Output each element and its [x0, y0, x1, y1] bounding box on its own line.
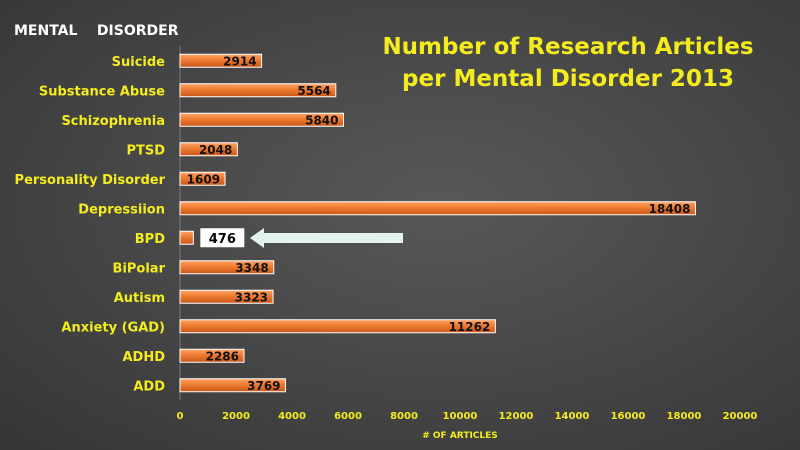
category-label-autism: Autism — [114, 291, 165, 306]
data-label-add: 3769 — [247, 379, 280, 393]
x-tick-20000: 20000 — [723, 411, 758, 422]
category-label-substance-abuse: Substance Abuse — [39, 84, 165, 99]
y-axis-label: MENTAL DISORDER — [14, 23, 179, 39]
bar-schizophrenia — [179, 112, 345, 127]
data-label-bipolar: 3348 — [235, 261, 268, 275]
x-tick-8000: 8000 — [390, 411, 418, 422]
arrow-head — [250, 228, 264, 248]
x-tick-18000: 18000 — [667, 411, 702, 422]
x-tick-labels: 0 2000 4000 6000 8000 10000 12000 14000 16000 180… — [177, 411, 758, 422]
bar-depressiion — [179, 201, 696, 216]
category-label-schizophrenia: Schizophrenia — [61, 114, 165, 129]
data-label-anxiety-gad: 11262 — [449, 320, 491, 334]
data-label-bpd: 476 — [209, 232, 236, 247]
chart-title-line-2: per Mental Disorder 2013 — [402, 66, 734, 92]
data-label-adhd: 2286 — [206, 349, 239, 363]
x-tick-14000: 14000 — [555, 411, 590, 422]
data-label-depressiion: 18408 — [649, 202, 691, 216]
chart-title-line-1: Number of Research Articles — [382, 34, 753, 60]
bar-personality-disorder — [179, 171, 226, 186]
bar-anxiety-gad — [179, 319, 496, 334]
bar-adhd — [179, 348, 245, 363]
category-label-add: ADD — [133, 379, 165, 394]
x-tick-2000: 2000 — [222, 411, 250, 422]
x-tick-16000: 16000 — [611, 411, 646, 422]
bars — [179, 53, 696, 393]
category-label-bpd: BPD — [135, 232, 165, 247]
data-label-suicide: 2914 — [223, 54, 256, 68]
bar-ptsd — [179, 142, 238, 157]
data-labels: 2914 5564 5840 2048 1609 18408 476 3348 3323 1126… — [187, 54, 691, 393]
highlight-value-box — [200, 228, 245, 248]
data-label-substance-abuse: 5564 — [297, 84, 330, 98]
data-label-schizophrenia: 5840 — [305, 113, 338, 127]
arrow-shaft — [262, 233, 403, 243]
bar-autism — [179, 289, 274, 304]
category-label-suicide: Suicide — [112, 55, 166, 70]
data-label-ptsd: 2048 — [199, 143, 232, 157]
x-tick-10000: 10000 — [443, 411, 478, 422]
category-label-depressiion: Depressiion — [78, 202, 165, 217]
x-tick-6000: 6000 — [334, 411, 362, 422]
data-label-autism: 3323 — [235, 290, 268, 304]
x-axis-label: # OF ARTICLES — [422, 431, 498, 441]
bar-add — [179, 378, 287, 393]
data-label-personality-disorder: 1609 — [187, 172, 220, 186]
bar-suicide — [179, 53, 263, 68]
highlight-arrow — [250, 228, 403, 248]
category-label-ptsd: PTSD — [126, 143, 165, 158]
category-label-personality-disorder: Personality Disorder — [15, 173, 166, 188]
bar-substance-abuse — [179, 83, 337, 98]
x-tick-4000: 4000 — [278, 411, 306, 422]
x-tick-12000: 12000 — [499, 411, 534, 422]
category-label-bipolar: BiPolar — [113, 261, 166, 276]
bar-bipolar — [179, 260, 275, 275]
category-labels: Suicide Substance Abuse Schizophrenia PTSD P… — [15, 55, 166, 395]
category-label-anxiety-gad: Anxiety (GAD) — [61, 320, 165, 335]
category-label-adhd: ADHD — [122, 350, 165, 365]
x-tick-0: 0 — [177, 411, 184, 422]
bar-bpd — [179, 230, 194, 245]
